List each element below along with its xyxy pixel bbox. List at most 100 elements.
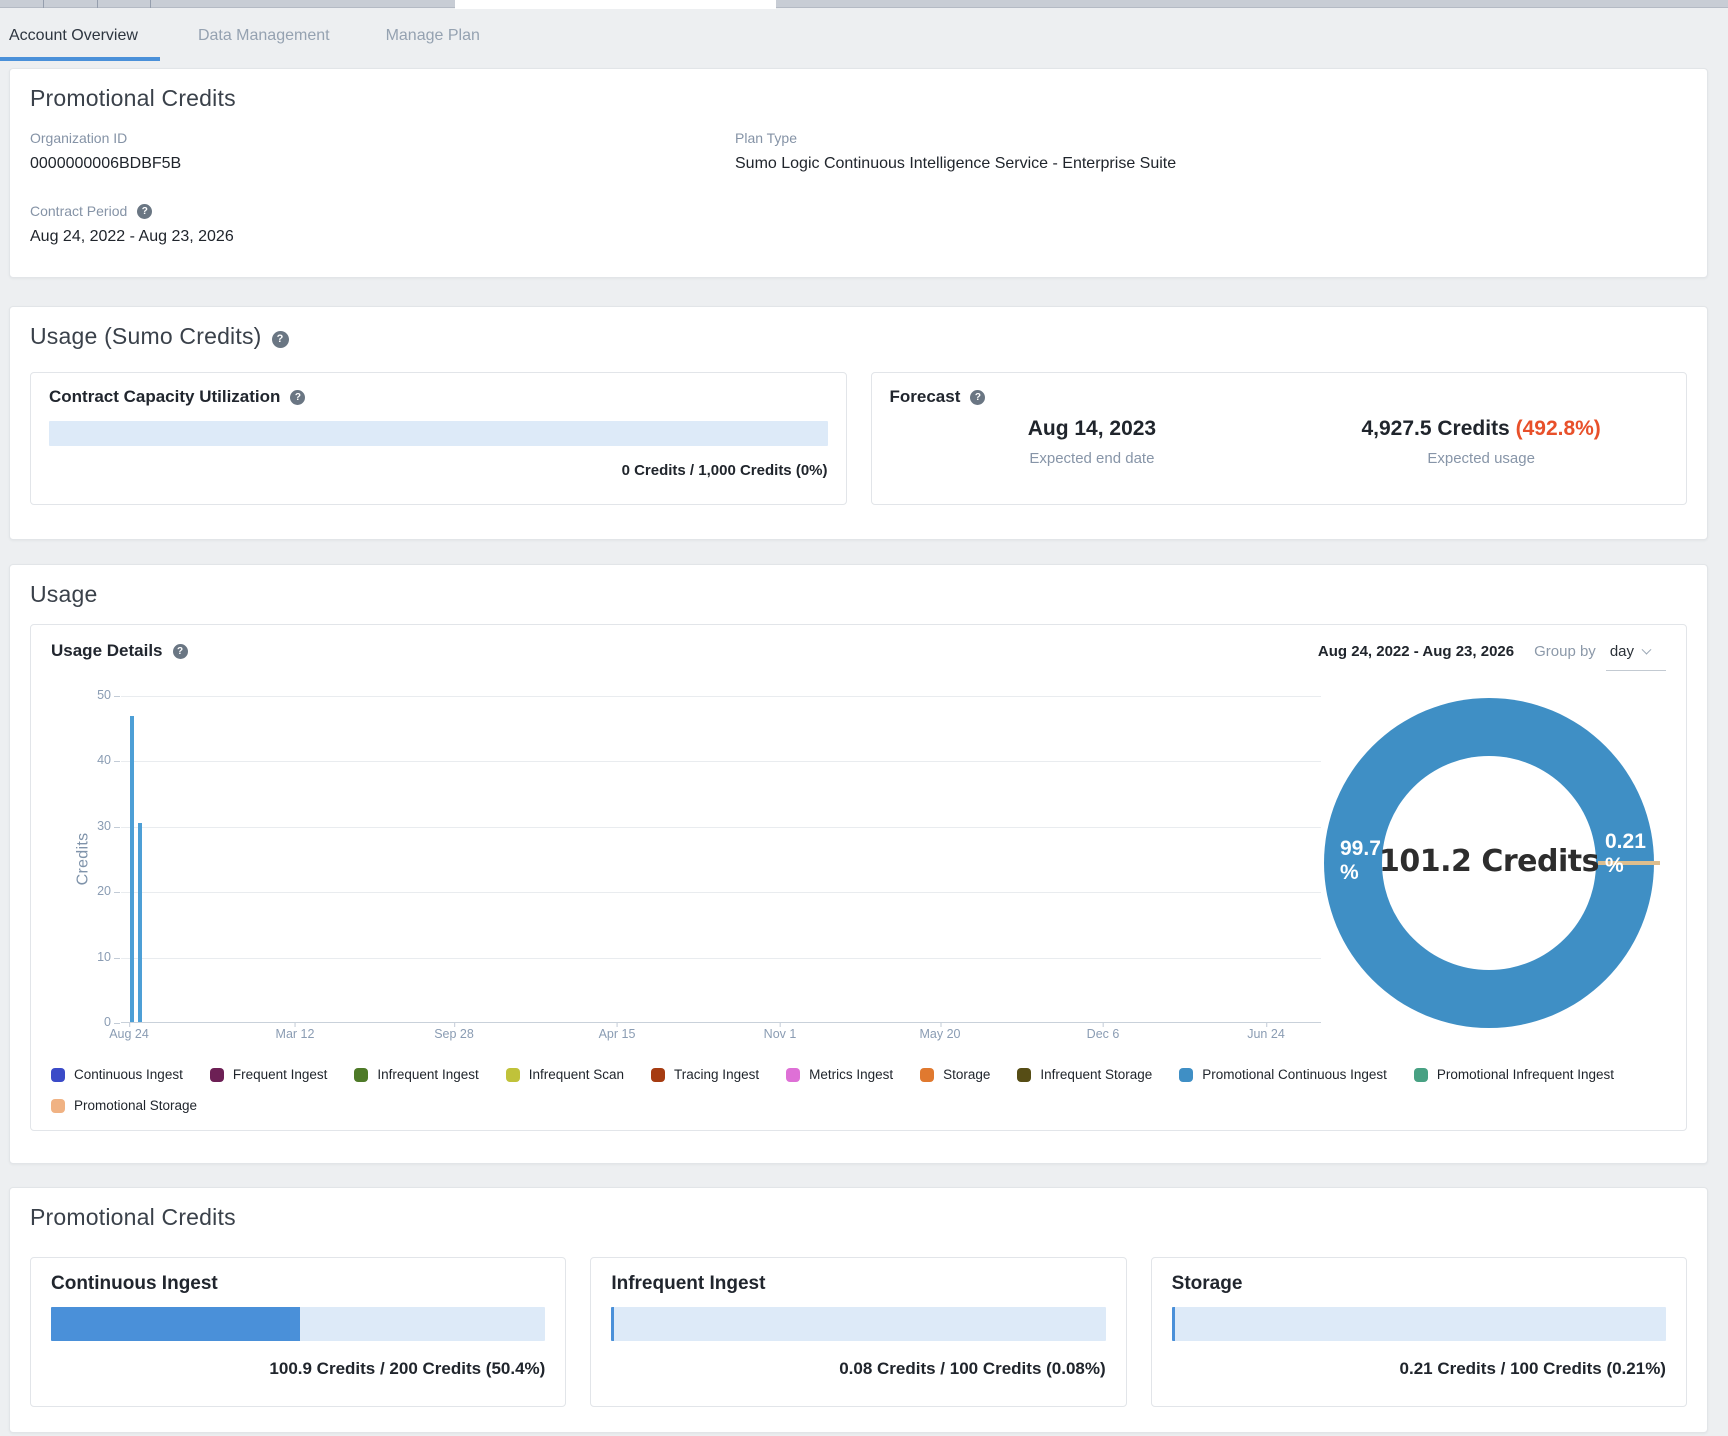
- donut-center-total: 101.2 Credits: [1379, 844, 1599, 879]
- browser-tab-divider: [150, 0, 151, 8]
- gridline: [121, 827, 1321, 828]
- legend-swatch: [209, 1067, 224, 1082]
- browser-active-tab-remnant: [455, 0, 776, 9]
- legend-swatch: [505, 1067, 520, 1082]
- continuous-ingest-progress-bar: [51, 1307, 546, 1341]
- gridline: [121, 761, 1321, 762]
- y-axis-title: Credits: [74, 832, 92, 886]
- usage-title: Usage: [30, 581, 98, 607]
- credit-card-title: Infrequent Ingest: [611, 1273, 766, 1294]
- storage-credit-card: Storage 0.21 Credits / 100 Credits (0.21…: [1150, 1257, 1687, 1407]
- legend-swatch: [651, 1067, 666, 1082]
- usage-chart: Credits 50 40 30 20 10 0 Aug 24 Mar 12 S…: [51, 677, 1666, 1053]
- infrequent-ingest-progress-bar: [611, 1307, 1106, 1341]
- chart-legend-row-1: Continuous Ingest Frequent Ingest Infreq…: [51, 1067, 1666, 1082]
- donut-label-major: 99.7 %: [1340, 837, 1381, 884]
- browser-chrome-strip: [0, 0, 1728, 9]
- y-tick: 40: [77, 753, 120, 767]
- legend-item[interactable]: Frequent Ingest: [209, 1067, 327, 1082]
- x-tick: Aug 24: [109, 1023, 149, 1041]
- legend-item[interactable]: Promotional Continuous Ingest: [1179, 1067, 1387, 1082]
- plan-type-label: Plan Type: [735, 130, 798, 146]
- chevron-down-icon: [1641, 644, 1652, 655]
- contract-period-label: Contract Period?: [30, 203, 1687, 219]
- credit-card-value: 0.08 Credits / 100 Credits (0.08%): [839, 1359, 1106, 1378]
- legend-swatch: [1179, 1067, 1194, 1082]
- browser-tab-divider: [97, 0, 98, 8]
- legend-swatch: [786, 1067, 801, 1082]
- legend-swatch: [354, 1067, 369, 1082]
- credit-card-value: 100.9 Credits / 200 Credits (50.4%): [269, 1359, 546, 1378]
- usage-details-title: Usage Details?: [51, 641, 188, 661]
- bar-chart-plot: Credits 50 40 30 20 10 0 Aug 24 Mar 12 S…: [74, 688, 1321, 1041]
- credit-card-value: 0.21 Credits / 100 Credits (0.21%): [1399, 1359, 1666, 1378]
- legend-swatch: [1017, 1067, 1032, 1082]
- donut-sliver-promotional-storage: [1598, 861, 1660, 865]
- help-icon[interactable]: ?: [970, 390, 986, 405]
- legend-item[interactable]: Storage: [920, 1067, 990, 1082]
- gridline: [121, 958, 1321, 959]
- legend-item[interactable]: Promotional Infrequent Ingest: [1413, 1067, 1614, 1082]
- usage-details-card: Usage Details? Aug 24, 2022 - Aug 23, 20…: [30, 624, 1687, 1131]
- group-by-select[interactable]: day: [1605, 643, 1666, 671]
- usage-sumo-credits-card: Usage (Sumo Credits)? Contract Capacity …: [9, 306, 1708, 540]
- infrequent-ingest-credit-card: Infrequent Ingest 0.08 Credits / 100 Cre…: [590, 1257, 1127, 1407]
- usage-date-range: Aug 24, 2022 - Aug 23, 2026: [1317, 643, 1515, 660]
- gridline: [121, 696, 1321, 697]
- y-tick: 10: [77, 950, 120, 964]
- promotional-credits-top-card: Promotional Credits Organization ID 0000…: [9, 68, 1708, 278]
- legend-item[interactable]: Continuous Ingest: [51, 1067, 183, 1082]
- legend-item[interactable]: Promotional Storage: [51, 1098, 197, 1113]
- main-tabbar: Account Overview Data Management Manage …: [0, 8, 1728, 61]
- usage-card: Usage Usage Details? Aug 24, 2022 - Aug …: [9, 564, 1708, 1164]
- legend-swatch: [51, 1098, 65, 1113]
- tab-data-management[interactable]: Data Management: [197, 27, 330, 44]
- contract-period-value: Aug 24, 2022 - Aug 23, 2026: [30, 228, 234, 245]
- progress-fill: [51, 1307, 301, 1341]
- progress-fill: [1171, 1307, 1175, 1341]
- help-icon[interactable]: ?: [172, 644, 188, 659]
- forecast-expected-usage-pct: (492.8%): [1515, 417, 1601, 440]
- tab-account-overview[interactable]: Account Overview: [0, 13, 160, 61]
- legend-item[interactable]: Infrequent Storage: [1017, 1067, 1152, 1082]
- help-icon[interactable]: ?: [271, 330, 289, 348]
- usage-bar: [130, 715, 134, 1022]
- forecast-card: Forecast? Aug 14, 2023 Expected end date…: [870, 372, 1687, 505]
- y-tick: 20: [77, 884, 120, 898]
- storage-progress-bar: [1171, 1307, 1666, 1341]
- help-icon[interactable]: ?: [290, 390, 306, 405]
- x-tick: Sep 28: [434, 1023, 474, 1041]
- legend-swatch: [1413, 1067, 1428, 1082]
- progress-fill: [611, 1307, 615, 1341]
- x-tick: Jun 24: [1247, 1023, 1285, 1041]
- legend-item[interactable]: Metrics Ingest: [786, 1067, 893, 1082]
- donut-label-minor: 0.21 %: [1605, 830, 1646, 877]
- legend-swatch: [920, 1067, 935, 1082]
- help-icon[interactable]: ?: [137, 204, 153, 219]
- legend-item[interactable]: Tracing Ingest: [651, 1067, 759, 1082]
- group-by-label: Group by: [1534, 643, 1596, 660]
- chart-legend-row-2: Promotional Storage: [51, 1098, 1666, 1113]
- x-tick: May 20: [919, 1023, 961, 1041]
- usage-bar: [138, 823, 142, 1022]
- tab-manage-plan[interactable]: Manage Plan: [385, 27, 480, 44]
- forecast-usage-label: Expected usage: [1427, 450, 1535, 467]
- ccu-progress-value: 0 Credits / 1,000 Credits (0%): [621, 462, 828, 479]
- promo-top-title: Promotional Credits: [30, 85, 236, 111]
- x-tick: Dec 6: [1086, 1023, 1120, 1041]
- org-id-value: 0000000006BDBF5B: [30, 155, 182, 172]
- legend-item[interactable]: Infrequent Scan: [505, 1067, 624, 1082]
- x-tick: Apr 15: [598, 1023, 636, 1041]
- contract-capacity-utilization-card: Contract Capacity Utilization? 0 Credits…: [30, 372, 847, 505]
- ccu-title: Contract Capacity Utilization?: [49, 387, 828, 407]
- forecast-end-date-label: Expected end date: [1029, 450, 1155, 467]
- y-tick: 30: [77, 819, 120, 833]
- forecast-expected-usage: 4,927.5 Credits (492.8%): [1361, 417, 1601, 440]
- promotional-credits-bottom-card: Promotional Credits Continuous Ingest 10…: [9, 1187, 1708, 1433]
- donut-hole: [1382, 756, 1596, 970]
- legend-item[interactable]: Infrequent Ingest: [354, 1067, 479, 1082]
- x-tick: Nov 1: [763, 1023, 797, 1041]
- x-tick: Mar 12: [275, 1023, 315, 1041]
- ccu-progress-bar: [49, 421, 828, 446]
- continuous-ingest-credit-card: Continuous Ingest 100.9 Credits / 200 Cr…: [30, 1257, 567, 1407]
